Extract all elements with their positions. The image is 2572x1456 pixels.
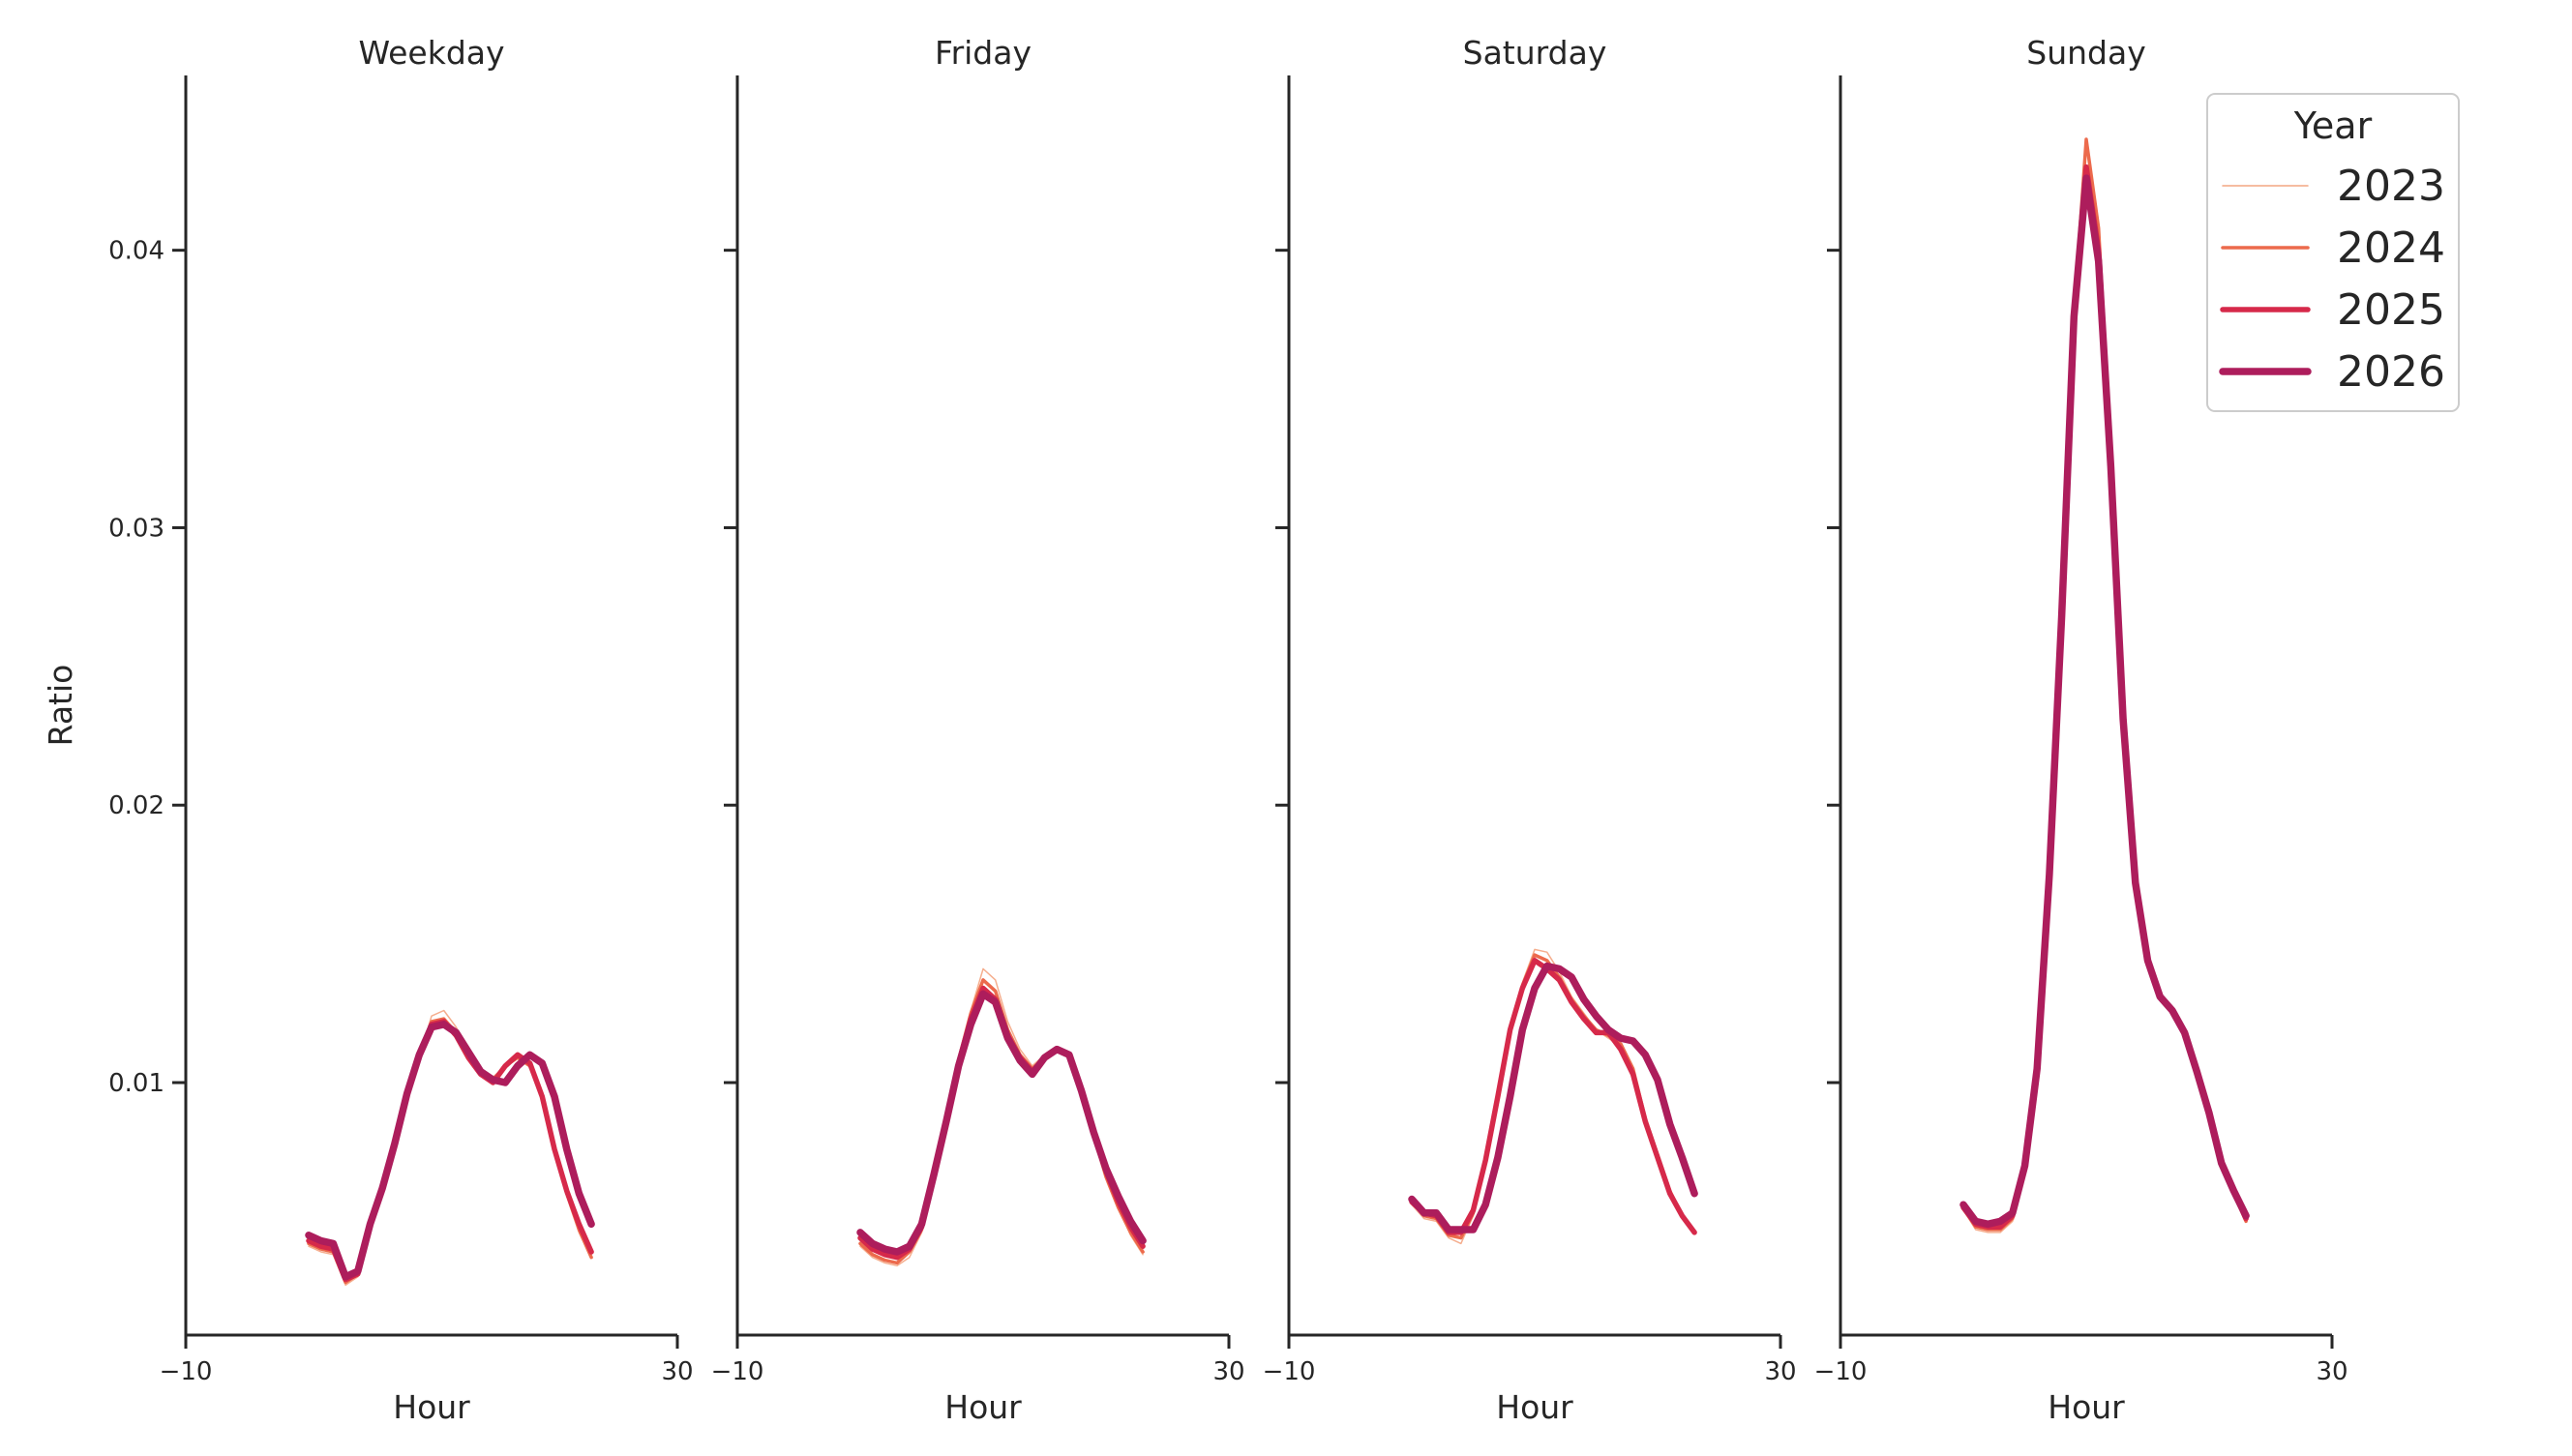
series-line-saturday-2025: [1409, 958, 1697, 1235]
panel-title-sunday: Sunday: [2026, 34, 2145, 72]
y-tick-label-1: 0.02: [108, 791, 164, 820]
x-tick-label-sunday-0: −10: [1814, 1357, 1868, 1386]
legend-label-2023: 2023: [2337, 162, 2445, 211]
y-tick-label-0: 0.01: [108, 1069, 164, 1098]
x-tick-label-saturday-0: −10: [1263, 1357, 1316, 1386]
legend-label-2025: 2025: [2337, 285, 2445, 335]
series-line-saturday-2024: [1410, 953, 1696, 1240]
series-line-weekday-2026: [305, 1021, 595, 1281]
panel-title-saturday: Saturday: [1463, 34, 1607, 72]
x-tick-label-friday-1: 30: [1212, 1357, 1244, 1386]
series-line-saturday-2026: [1408, 962, 1698, 1233]
legend-box: [2206, 93, 2460, 412]
y-axis-title: Ratio: [42, 665, 79, 747]
y-tick-label-2: 0.03: [108, 514, 164, 543]
x-axis-title-sunday: Hour: [2048, 1388, 2125, 1426]
legend-label-2024: 2024: [2337, 223, 2445, 273]
x-tick-label-weekday-0: −10: [160, 1357, 213, 1386]
panel-title-weekday: Weekday: [358, 34, 504, 72]
x-tick-label-weekday-1: 30: [661, 1357, 693, 1386]
panel-title-friday: Friday: [935, 34, 1032, 72]
x-axis-title-friday: Hour: [944, 1388, 1022, 1426]
series-line-weekday-2024: [307, 1017, 593, 1285]
series-line-weekday-2025: [306, 1019, 594, 1283]
series-line-sunday-2024: [1961, 137, 2248, 1232]
series-line-sunday-2026: [1959, 174, 2250, 1229]
x-tick-label-sunday-1: 30: [2316, 1357, 2348, 1386]
x-axis-title-weekday: Hour: [393, 1388, 470, 1426]
series-line-weekday-2023: [308, 1009, 592, 1287]
legend-label-2026: 2026: [2337, 347, 2445, 397]
y-tick-label-3: 0.04: [108, 237, 164, 266]
x-tick-label-saturday-1: 30: [1764, 1357, 1796, 1386]
legend-title: Year: [2293, 104, 2373, 147]
series-line-friday-2026: [856, 990, 1147, 1256]
x-tick-label-friday-0: −10: [711, 1357, 764, 1386]
x-axis-title-saturday: Hour: [1496, 1388, 1573, 1426]
series-line-saturday-2023: [1411, 948, 1695, 1245]
